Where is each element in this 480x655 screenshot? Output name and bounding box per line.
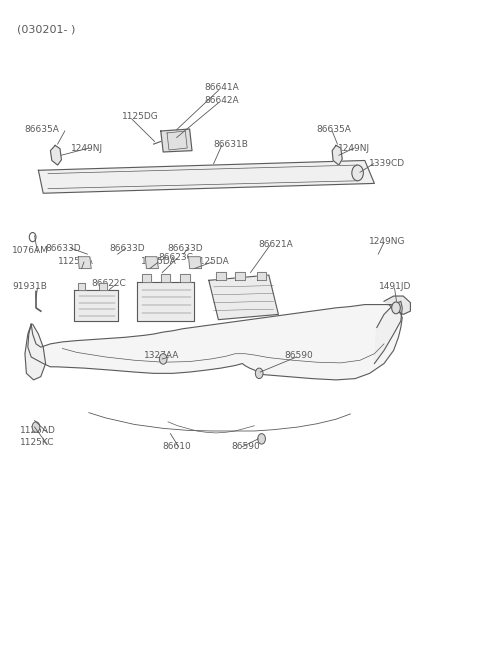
- Text: (030201- ): (030201- ): [17, 24, 75, 35]
- Circle shape: [255, 368, 263, 379]
- Text: 1339CD: 1339CD: [369, 159, 405, 168]
- Polygon shape: [137, 282, 194, 321]
- Polygon shape: [78, 283, 85, 290]
- Polygon shape: [384, 296, 410, 314]
- Polygon shape: [209, 275, 278, 320]
- Circle shape: [258, 434, 265, 444]
- Text: 86641A: 86641A: [204, 83, 239, 92]
- Text: 1327AA: 1327AA: [144, 351, 180, 360]
- Text: 1076AM: 1076AM: [12, 246, 49, 255]
- Polygon shape: [145, 257, 158, 269]
- Polygon shape: [180, 274, 190, 282]
- Text: 86635A: 86635A: [317, 124, 352, 134]
- Text: 86590: 86590: [284, 351, 313, 360]
- Circle shape: [352, 165, 363, 181]
- Text: 86623C: 86623C: [158, 253, 193, 262]
- Text: 1249NJ: 1249NJ: [338, 143, 371, 153]
- Polygon shape: [78, 257, 91, 269]
- Text: 86642A: 86642A: [204, 96, 239, 105]
- Polygon shape: [189, 257, 202, 269]
- Text: 86631B: 86631B: [214, 140, 249, 149]
- Polygon shape: [161, 129, 192, 152]
- Polygon shape: [74, 290, 118, 321]
- Text: 86635A: 86635A: [24, 124, 59, 134]
- Text: 1125AD: 1125AD: [20, 426, 56, 435]
- Circle shape: [392, 302, 400, 314]
- Text: 86621A: 86621A: [258, 240, 293, 249]
- Polygon shape: [374, 301, 402, 364]
- Text: 86633D: 86633D: [167, 244, 203, 253]
- Polygon shape: [99, 283, 107, 290]
- Polygon shape: [25, 324, 46, 380]
- Polygon shape: [332, 145, 342, 165]
- Text: 86590: 86590: [231, 442, 260, 451]
- Circle shape: [159, 354, 167, 364]
- Text: 1125DA: 1125DA: [58, 257, 93, 266]
- Text: 91931B: 91931B: [12, 282, 47, 291]
- Text: 86633D: 86633D: [109, 244, 145, 253]
- Text: 1491JD: 1491JD: [379, 282, 411, 291]
- Polygon shape: [50, 145, 61, 165]
- Text: 1125KC: 1125KC: [20, 438, 55, 447]
- Text: 86622C: 86622C: [91, 279, 126, 288]
- Text: 1125DA: 1125DA: [194, 257, 230, 266]
- Text: 1125DG: 1125DG: [122, 112, 159, 121]
- Polygon shape: [38, 160, 374, 193]
- Text: 1249NJ: 1249NJ: [71, 143, 103, 153]
- Text: 86610: 86610: [162, 442, 191, 451]
- Circle shape: [32, 422, 40, 432]
- Polygon shape: [235, 272, 245, 280]
- Polygon shape: [28, 305, 402, 380]
- Polygon shape: [216, 272, 226, 280]
- Polygon shape: [142, 274, 151, 282]
- Polygon shape: [257, 272, 266, 280]
- Text: 1249NG: 1249NG: [369, 236, 405, 246]
- Polygon shape: [161, 274, 170, 282]
- Text: 1125DA: 1125DA: [141, 257, 176, 266]
- Text: 86633D: 86633D: [46, 244, 81, 253]
